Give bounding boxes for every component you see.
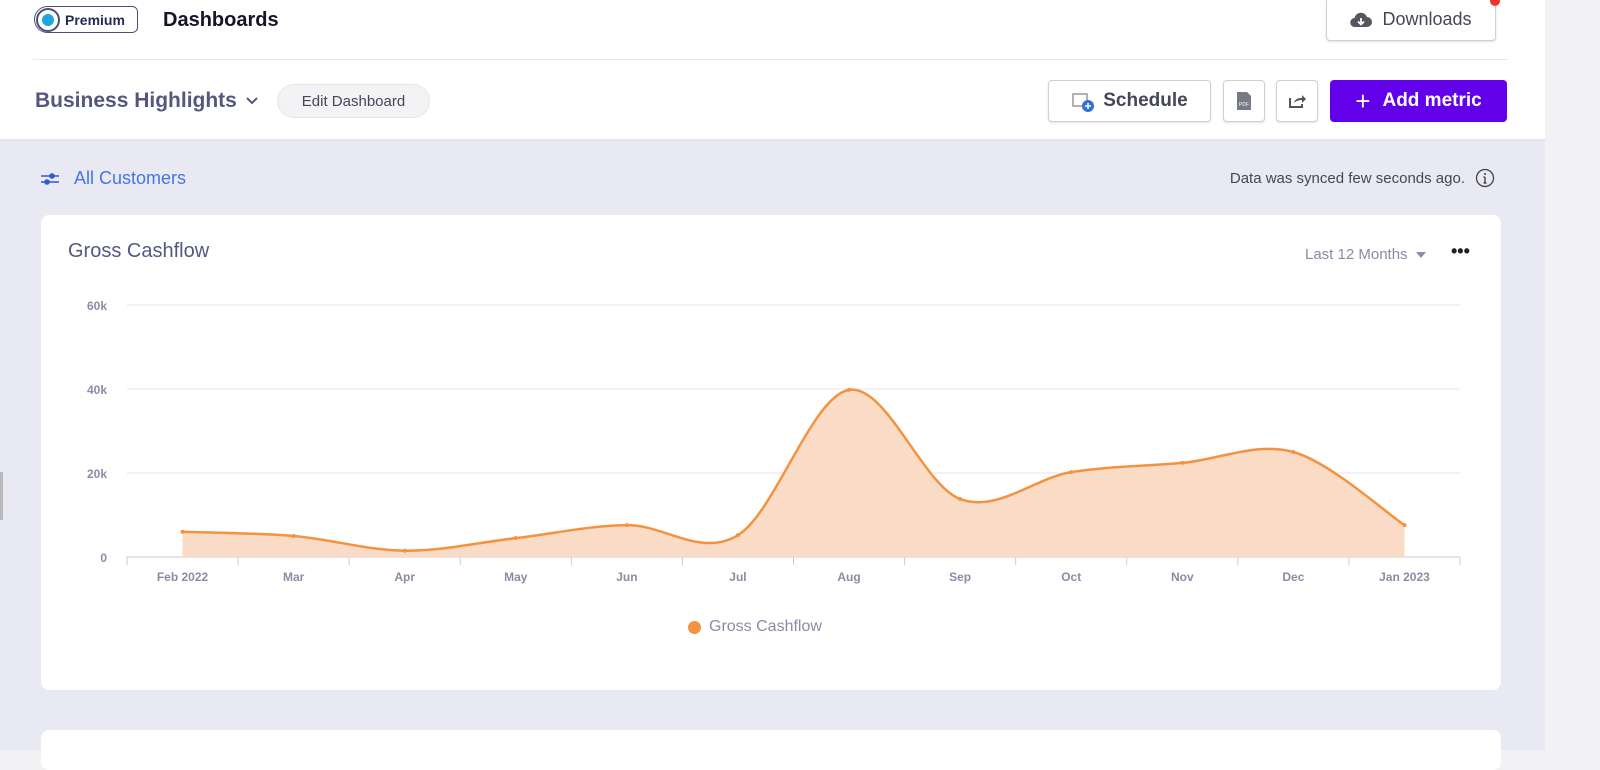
data-point	[1291, 450, 1296, 454]
notification-dot	[1490, 0, 1500, 6]
card-title: Gross Cashflow	[68, 240, 210, 262]
data-point	[291, 534, 296, 538]
x-tick-label: Aug	[837, 570, 860, 584]
calendar-add-icon	[1072, 93, 1095, 112]
area-chart: 0 20k 40k 60k Feb 2022 Mar Apr May Jun Jul Aug Sep O…	[87, 299, 1461, 584]
x-tick-label: Oct	[1061, 570, 1081, 584]
data-point	[735, 533, 740, 538]
logo-text: Premium	[65, 11, 125, 28]
pdf-button[interactable]: PDF	[1223, 80, 1265, 122]
add-metric-label: Add metric	[1382, 90, 1482, 111]
app: Premium Dashboards Downloads Business Hi…	[0, 0, 1545, 770]
data-point	[958, 497, 963, 502]
y-tick-label: 0	[100, 551, 107, 565]
x-tick-label: Feb 2022	[157, 570, 209, 584]
data-point	[513, 536, 518, 541]
data-point	[180, 529, 185, 534]
schedule-button[interactable]: Schedule	[1048, 80, 1211, 122]
y-tick-label: 40k	[87, 383, 107, 397]
caret-down-icon	[1415, 251, 1426, 258]
customer-filter[interactable]: All Customers	[40, 168, 186, 189]
data-point	[1402, 523, 1407, 528]
pdf-icon: PDF	[1237, 92, 1251, 110]
schedule-label: Schedule	[1103, 90, 1188, 111]
data-point	[624, 523, 629, 528]
y-tick-label: 60k	[87, 299, 107, 313]
info-icon[interactable]	[1475, 168, 1495, 188]
x-tick-label: Apr	[394, 570, 415, 584]
data-point	[1180, 460, 1185, 465]
cloud-download-icon	[1350, 12, 1373, 27]
x-tick-label: Dec	[1282, 570, 1304, 584]
chart-legend[interactable]: Gross Cashflow	[688, 618, 822, 636]
x-tick-label: Mar	[283, 570, 305, 584]
logo-icon	[36, 7, 60, 32]
gross-cashflow-card: Gross Cashflow Last 12 Months ••• 0 20k 40…	[41, 215, 1501, 690]
y-tick-label: 20k	[87, 467, 107, 481]
series-area	[182, 389, 1405, 557]
data-point	[402, 548, 407, 553]
data-point	[847, 387, 852, 392]
downloads-label: Downloads	[1382, 9, 1472, 29]
sync-text: Data was synced few seconds ago.	[1229, 169, 1465, 187]
more-options-icon[interactable]: •••	[1451, 241, 1470, 261]
premium-logo[interactable]: Premium	[34, 6, 138, 33]
page-title: Dashboards	[163, 9, 279, 31]
downloads-button[interactable]: Downloads	[1326, 0, 1496, 41]
add-metric-button[interactable]: + Add metric	[1330, 80, 1507, 122]
edit-dashboard-button[interactable]: Edit Dashboard	[277, 84, 430, 118]
side-handle[interactable]	[0, 472, 3, 520]
range-label: Last 12 Months	[1305, 246, 1408, 263]
x-tick-label: Nov	[1171, 570, 1194, 584]
share-icon	[1289, 95, 1306, 108]
x-tick-label: Jun	[616, 570, 637, 584]
divider	[33, 59, 1508, 60]
header: Premium Dashboards Downloads Business Hi…	[0, 0, 1545, 141]
x-tick-label: Jan 2023	[1379, 570, 1430, 584]
filter-label: All Customers	[74, 168, 187, 188]
x-tick-label: May	[504, 570, 528, 584]
plus-icon: +	[1355, 85, 1371, 116]
legend-label: Gross Cashflow	[709, 618, 822, 635]
next-card	[41, 730, 1501, 770]
chevron-down-icon	[246, 97, 258, 105]
pdf-icon-text: PDF	[1239, 102, 1249, 108]
x-tick-label: Sep	[949, 570, 971, 584]
dashboard-selector[interactable]: Business Highlights	[35, 89, 259, 113]
dashboard-name: Business Highlights	[35, 89, 237, 112]
sync-status: Data was synced few seconds ago.	[1230, 168, 1495, 188]
x-tick-label: Jul	[729, 570, 746, 584]
range-dropdown[interactable]: Last 12 Months	[1305, 246, 1426, 263]
share-button[interactable]	[1276, 80, 1318, 122]
data-point	[1069, 470, 1074, 475]
sliders-icon	[41, 172, 59, 185]
legend-marker	[688, 620, 701, 634]
